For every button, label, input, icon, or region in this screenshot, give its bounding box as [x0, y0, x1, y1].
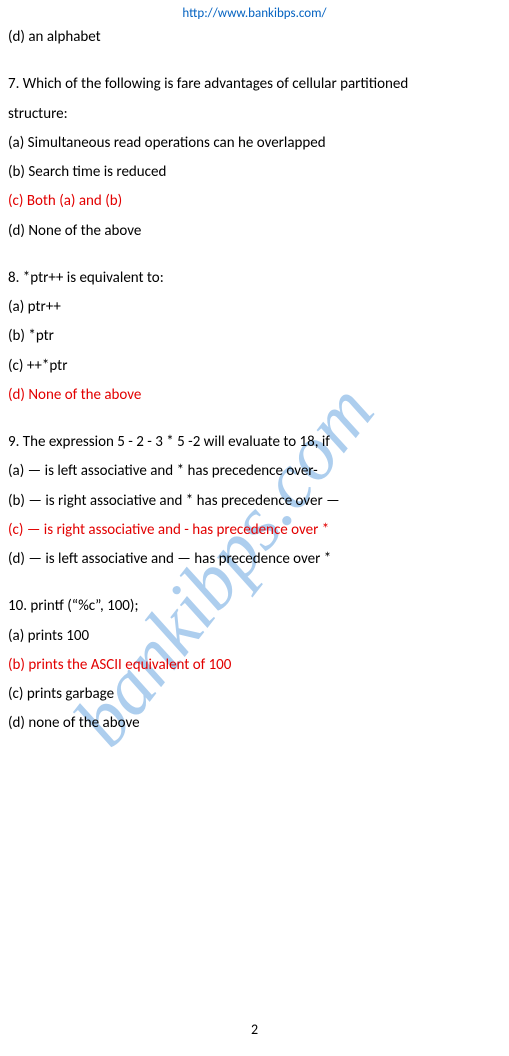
header-url: http://www.bankibps.com/	[8, 0, 501, 23]
answer-line: (b) — is right associative and * has pre…	[8, 487, 501, 516]
answer-line: (d) an alphabet	[8, 23, 501, 52]
page-number: 2	[0, 1021, 509, 1038]
blank-line	[8, 574, 501, 592]
answer-line: (d) none of the above	[8, 709, 501, 738]
answer-line: (c) prints garbage	[8, 680, 501, 709]
answer-line: (a) — is left associative and * has prec…	[8, 457, 501, 486]
answer-line: (d) — is left associative and — has prec…	[8, 545, 501, 574]
answer-line: (b) Search time is reduced	[8, 158, 501, 187]
answer-line-correct: (c) — is right associative and - has pre…	[8, 516, 501, 545]
answer-line: 10. printf (“%c”, 100);	[8, 592, 501, 621]
answer-line: (c) ++*ptr	[8, 352, 501, 381]
content: http://www.bankibps.com/ (d) an alphabet…	[8, 0, 501, 739]
answer-line: (b) *ptr	[8, 322, 501, 351]
answer-line: 7. Which of the following is fare advant…	[8, 70, 501, 99]
answer-line-correct: (d) None of the above	[8, 381, 501, 410]
blank-line	[8, 410, 501, 428]
blank-line	[8, 52, 501, 70]
answer-line: 8. *ptr++ is equivalent to:	[8, 264, 501, 293]
answer-line: (a) prints 100	[8, 622, 501, 651]
question-body: (d) an alphabet 7. Which of the following…	[8, 23, 501, 739]
answer-line: (a) Simultaneous read operations can he …	[8, 129, 501, 158]
answer-line: 9. The expression 5 - 2 - 3 * 5 -2 will …	[8, 428, 501, 457]
blank-line	[8, 246, 501, 264]
answer-line-correct: (b) prints the ASCII equivalent of 100	[8, 651, 501, 680]
answer-line-correct: (c) Both (a) and (b)	[8, 187, 501, 216]
answer-line: (a) ptr++	[8, 293, 501, 322]
answer-line: structure:	[8, 100, 501, 129]
page: bankibps.com http://www.bankibps.com/ (d…	[0, 0, 509, 1056]
answer-line: (d) None of the above	[8, 217, 501, 246]
